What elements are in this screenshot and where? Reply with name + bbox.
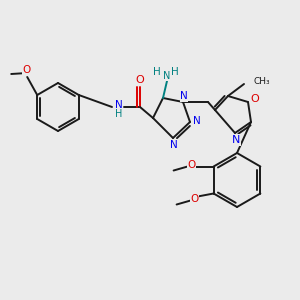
Text: H: H xyxy=(153,67,161,77)
Text: O: O xyxy=(136,75,144,85)
Text: H: H xyxy=(115,109,123,119)
Text: N: N xyxy=(232,135,240,145)
Text: H: H xyxy=(171,67,179,77)
Text: O: O xyxy=(22,65,30,75)
Text: O: O xyxy=(250,94,260,104)
Text: N: N xyxy=(163,71,171,81)
Text: CH₃: CH₃ xyxy=(253,76,270,85)
Text: N: N xyxy=(180,91,188,101)
Text: O: O xyxy=(190,194,199,203)
Text: N: N xyxy=(193,116,201,126)
Text: N: N xyxy=(170,140,178,150)
Text: O: O xyxy=(188,160,196,170)
Text: N: N xyxy=(115,100,123,110)
